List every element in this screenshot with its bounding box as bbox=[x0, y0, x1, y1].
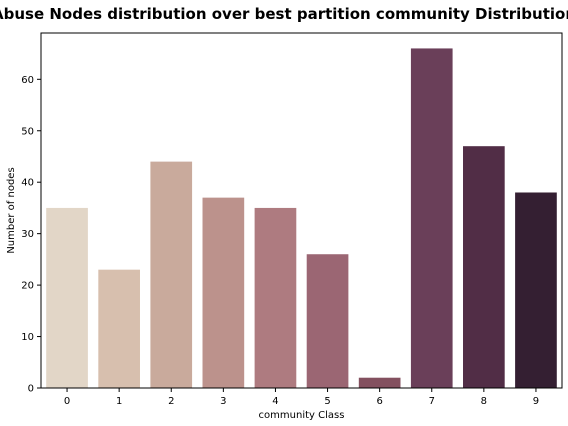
bar-3 bbox=[202, 197, 245, 388]
bars-group bbox=[46, 48, 557, 388]
x-axis-label: community Class bbox=[259, 410, 345, 421]
bar-1 bbox=[98, 269, 140, 388]
bar-8 bbox=[463, 146, 505, 388]
x-tick-label-7: 7 bbox=[429, 396, 435, 407]
y-tick-label-0: 0 bbox=[28, 384, 34, 395]
x-tick-label-1: 1 bbox=[116, 396, 122, 407]
bar-0 bbox=[46, 207, 88, 388]
bar-9 bbox=[515, 192, 557, 388]
bar-7 bbox=[410, 48, 453, 388]
x-tick-label-5: 5 bbox=[324, 396, 330, 407]
bar-2 bbox=[150, 161, 193, 388]
plot-frame bbox=[40, 32, 563, 389]
chart-title: Abuse Nodes distribution over best parti… bbox=[0, 5, 568, 23]
x-tick-label-6: 6 bbox=[376, 396, 382, 407]
x-tick-label-0: 0 bbox=[64, 396, 70, 407]
x-tick-label-4: 4 bbox=[272, 396, 278, 407]
x-tick-label-3: 3 bbox=[220, 396, 226, 407]
y-tick-label-40: 40 bbox=[21, 178, 34, 189]
bar-6 bbox=[358, 377, 401, 388]
x-tick-label-2: 2 bbox=[168, 396, 174, 407]
y-tick-label-10: 10 bbox=[21, 332, 34, 343]
y-axis-ticks: 0 10 20 30 40 50 60 bbox=[21, 75, 41, 395]
x-tick-label-9: 9 bbox=[533, 396, 539, 407]
x-tick-label-8: 8 bbox=[481, 396, 487, 407]
y-tick-label-60: 60 bbox=[21, 75, 34, 86]
y-axis-label: Number of nodes bbox=[6, 167, 17, 253]
y-tick-label-50: 50 bbox=[21, 126, 34, 137]
y-tick-label-20: 20 bbox=[21, 281, 34, 292]
x-axis-ticks: 0 1 2 3 4 5 6 7 8 9 bbox=[64, 388, 539, 407]
bar-4 bbox=[254, 207, 297, 388]
bar-5 bbox=[306, 254, 349, 388]
y-tick-label-30: 30 bbox=[21, 229, 34, 240]
